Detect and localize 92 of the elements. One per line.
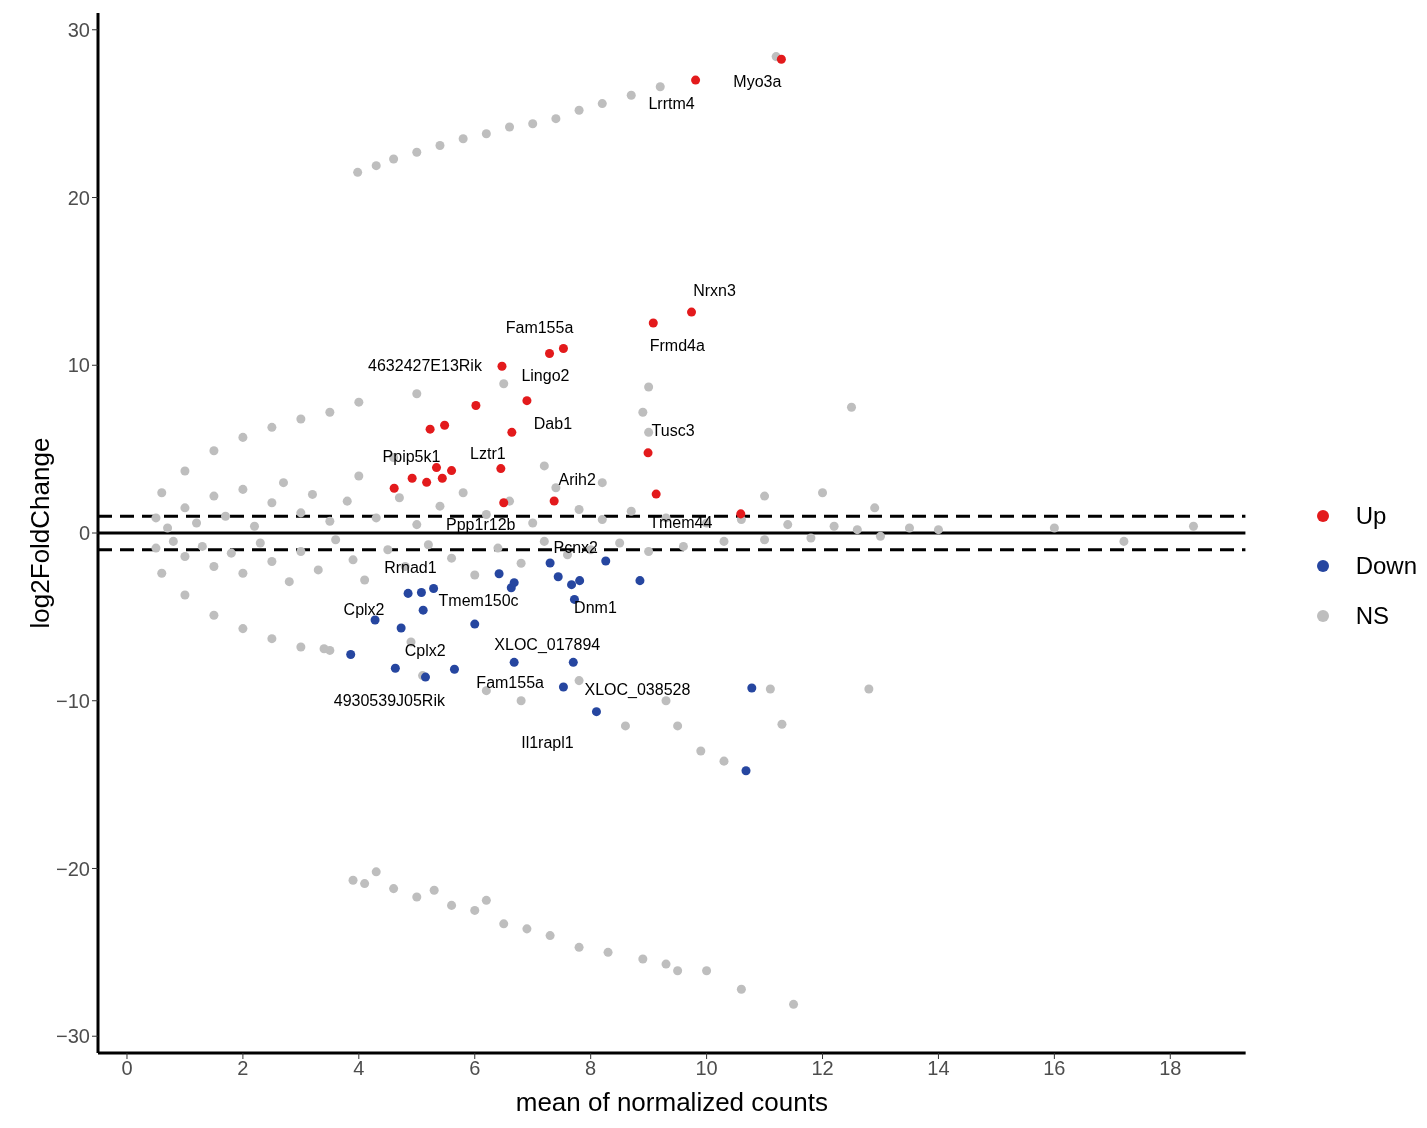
x-tick-label: 8 [585, 1057, 597, 1080]
point [545, 558, 555, 568]
annotation: Lingo2 [521, 366, 570, 384]
point [558, 343, 568, 353]
point [553, 572, 563, 582]
point [440, 420, 450, 430]
legend-label: Up [1355, 501, 1387, 530]
annotation: Lrrtm4 [648, 94, 695, 112]
point [567, 580, 577, 590]
annotation: XLOC_017894 [494, 635, 601, 654]
point [575, 576, 585, 586]
point [396, 623, 406, 633]
point [447, 466, 457, 476]
y-tick-label: −30 [56, 1025, 90, 1048]
annotation: Nrxn3 [693, 281, 736, 299]
annotation: Arih2 [558, 471, 596, 489]
point [601, 556, 611, 566]
point [691, 75, 701, 85]
point [425, 424, 435, 434]
x-tick-label: 18 [1159, 1057, 1182, 1080]
point [648, 318, 658, 328]
point [747, 683, 757, 693]
x-tick-label: 16 [1043, 1057, 1066, 1080]
point [418, 605, 428, 615]
x-tick-label: 12 [811, 1057, 834, 1080]
point [416, 588, 426, 598]
x-tick-label: 2 [237, 1057, 249, 1080]
y-axis-title: log2FoldChange [25, 437, 56, 629]
y-tick-label: −10 [56, 689, 90, 712]
point [522, 396, 532, 406]
point [591, 707, 601, 717]
point [643, 448, 653, 458]
point [346, 649, 356, 659]
y-tick-label: 20 [67, 186, 90, 209]
annotation: XLOC_038528 [584, 681, 691, 700]
annotation: Dnm1 [574, 598, 617, 616]
x-tick-label: 6 [469, 1057, 481, 1080]
point [509, 657, 519, 667]
point [545, 349, 555, 359]
point [509, 578, 519, 588]
point [499, 498, 509, 508]
annotation: Fam155a [476, 673, 545, 691]
point [437, 473, 447, 483]
annotation: 4632427E13Rik [368, 356, 483, 374]
point [449, 664, 459, 674]
annotation: Rrnad1 [384, 559, 437, 577]
point [497, 361, 507, 371]
annotation: 4930539J05Rik [333, 691, 446, 709]
annotation: Ppip5k1 [382, 448, 441, 466]
y-tick-label: 30 [67, 18, 90, 41]
legend-label: NS [1355, 601, 1389, 630]
point [741, 766, 751, 776]
legend-label: Down [1355, 551, 1417, 580]
annotation: Fam155a [505, 319, 574, 337]
x-tick-label: 14 [927, 1057, 950, 1080]
y-tick-label: −20 [56, 857, 90, 880]
point [429, 584, 439, 594]
annotation: Frmd4a [649, 337, 705, 355]
annotation: Tmem44 [649, 514, 713, 532]
x-axis-title: mean of normalized counts [515, 1087, 828, 1117]
point [389, 483, 399, 493]
point [471, 401, 481, 411]
point [651, 489, 661, 499]
point [496, 464, 506, 474]
point [470, 619, 480, 629]
point [687, 307, 697, 317]
y-tick-label: 10 [67, 354, 90, 377]
point [507, 427, 517, 437]
point [390, 663, 400, 673]
annotation: Myo3a [733, 72, 782, 90]
point [558, 682, 568, 692]
annotation: Cplx2 [404, 642, 446, 660]
point [635, 576, 645, 586]
point [568, 657, 578, 667]
point [736, 509, 746, 519]
annotation: Dab1 [533, 415, 573, 433]
annotation: Ppp1r12b [446, 516, 516, 534]
y-tick-label: 0 [78, 522, 90, 545]
x-tick-label: 10 [695, 1057, 718, 1080]
point [407, 473, 417, 483]
point [494, 569, 504, 579]
point [422, 477, 432, 487]
annotation: Lztr1 [470, 445, 506, 463]
annotation: Il1rapl1 [521, 734, 574, 752]
x-tick-label: 0 [121, 1057, 133, 1080]
point [549, 496, 559, 506]
point [776, 54, 786, 64]
annotation: Tmem150c [438, 592, 519, 610]
annotation: Cplx2 [343, 600, 385, 618]
point [403, 588, 413, 598]
x-tick-label: 4 [353, 1057, 365, 1080]
annotation: Tusc3 [651, 422, 695, 440]
